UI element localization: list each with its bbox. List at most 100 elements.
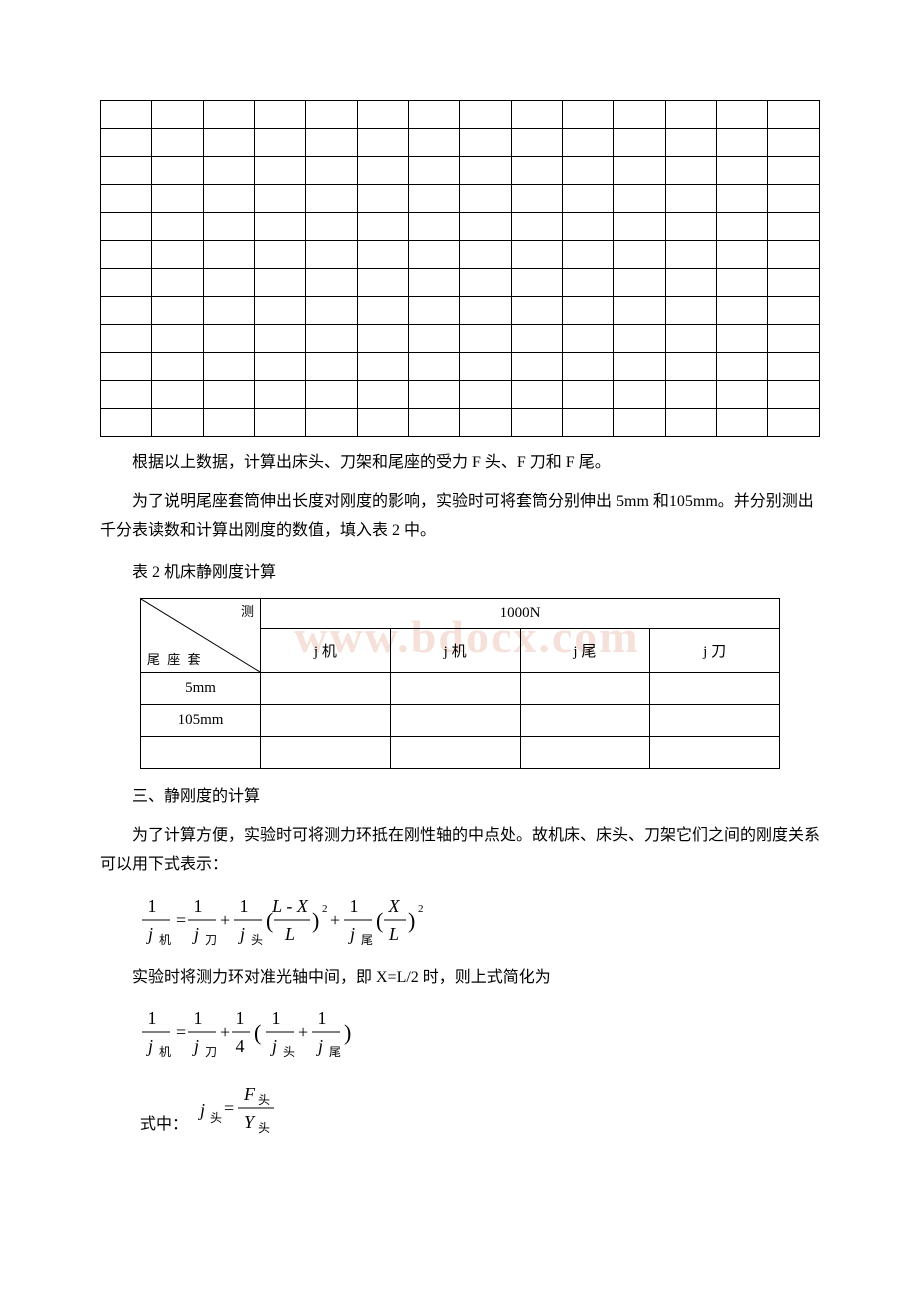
grid-cell xyxy=(665,325,716,353)
svg-text:): ) xyxy=(408,908,415,933)
grid-cell xyxy=(306,157,357,185)
svg-text:j: j xyxy=(198,1100,205,1120)
svg-text:4: 4 xyxy=(236,1036,245,1056)
grid-cell xyxy=(306,269,357,297)
svg-text:机: 机 xyxy=(159,933,171,947)
grid-cell xyxy=(768,409,820,437)
svg-text:1: 1 xyxy=(194,1008,203,1028)
grid-cell xyxy=(409,185,460,213)
table2-caption: 表 2 机床静刚度计算 xyxy=(100,559,820,588)
cell xyxy=(650,737,780,769)
row-label xyxy=(141,737,261,769)
cell xyxy=(261,705,391,737)
grid-cell xyxy=(255,353,306,381)
row-label: 5mm xyxy=(141,673,261,705)
grid-cell xyxy=(255,325,306,353)
grid-cell xyxy=(717,241,768,269)
grid-cell xyxy=(614,409,665,437)
diag-bot-label: 尾 座 套 xyxy=(147,649,203,668)
col-header: j 机 xyxy=(261,629,391,673)
svg-text:Y: Y xyxy=(244,1112,256,1132)
cell xyxy=(390,673,520,705)
svg-text:j: j xyxy=(348,924,355,944)
grid-cell xyxy=(152,353,203,381)
grid-cell xyxy=(460,185,511,213)
svg-text:=: = xyxy=(176,910,186,930)
grid-cell xyxy=(101,157,152,185)
stiffness-calc-table: 测 尾 座 套 1000N j 机 j 机 j 尾 j 刀 5mm 105mm xyxy=(140,598,780,769)
grid-cell xyxy=(614,129,665,157)
grid-cell xyxy=(357,129,408,157)
svg-text:2: 2 xyxy=(322,903,328,915)
cell xyxy=(520,673,650,705)
grid-cell xyxy=(152,157,203,185)
grid-cell xyxy=(357,157,408,185)
grid-cell xyxy=(665,381,716,409)
svg-text:X: X xyxy=(388,896,401,916)
grid-cell xyxy=(306,353,357,381)
cell xyxy=(261,673,391,705)
grid-cell xyxy=(460,381,511,409)
svg-text:头: 头 xyxy=(283,1045,295,1059)
grid-cell xyxy=(203,241,254,269)
paragraph-compute-forces: 根据以上数据，计算出床头、刀架和尾座的受力 F 头、F 刀和 F 尾。 xyxy=(100,449,820,478)
grid-cell xyxy=(614,381,665,409)
svg-text:=: = xyxy=(176,1022,186,1042)
svg-text:1: 1 xyxy=(194,896,203,916)
grid-cell xyxy=(511,381,562,409)
grid-cell xyxy=(511,101,562,129)
grid-cell xyxy=(203,409,254,437)
svg-text:2: 2 xyxy=(418,903,424,915)
grid-cell xyxy=(614,297,665,325)
diagonal-header-cell: 测 尾 座 套 xyxy=(141,599,261,673)
grid-cell xyxy=(768,157,820,185)
svg-text:j: j xyxy=(192,924,199,944)
grid-cell xyxy=(563,353,614,381)
grid-cell xyxy=(152,213,203,241)
grid-cell xyxy=(563,101,614,129)
grid-cell xyxy=(511,157,562,185)
grid-cell xyxy=(357,381,408,409)
grid-cell xyxy=(614,185,665,213)
grid-cell xyxy=(152,409,203,437)
grid-cell xyxy=(306,101,357,129)
svg-text:=: = xyxy=(224,1098,234,1118)
svg-text:头: 头 xyxy=(210,1111,222,1125)
grid-cell xyxy=(460,241,511,269)
grid-cell xyxy=(511,409,562,437)
grid-cell xyxy=(563,157,614,185)
grid-cell xyxy=(203,213,254,241)
grid-cell xyxy=(717,269,768,297)
grid-cell xyxy=(203,269,254,297)
grid-cell xyxy=(409,353,460,381)
grid-cell xyxy=(306,297,357,325)
grid-cell xyxy=(409,213,460,241)
grid-cell xyxy=(357,213,408,241)
cell xyxy=(650,673,780,705)
grid-cell xyxy=(255,409,306,437)
grid-cell xyxy=(101,129,152,157)
grid-cell xyxy=(511,241,562,269)
grid-cell xyxy=(101,325,152,353)
grid-cell xyxy=(768,101,820,129)
svg-text:+: + xyxy=(220,1022,230,1042)
svg-text:机: 机 xyxy=(159,1045,171,1059)
svg-text:尾: 尾 xyxy=(329,1045,341,1059)
grid-cell xyxy=(409,381,460,409)
header-1000n: 1000N xyxy=(261,599,780,629)
grid-cell xyxy=(203,129,254,157)
grid-cell xyxy=(152,185,203,213)
grid-cell xyxy=(768,325,820,353)
svg-text:1: 1 xyxy=(236,1008,245,1028)
svg-text:+: + xyxy=(220,910,230,930)
grid-cell xyxy=(768,269,820,297)
grid-cell xyxy=(357,297,408,325)
grid-cell xyxy=(614,269,665,297)
grid-cell xyxy=(460,325,511,353)
grid-cell xyxy=(409,101,460,129)
svg-text:刀: 刀 xyxy=(205,1045,217,1059)
grid-cell xyxy=(717,381,768,409)
svg-text:L: L xyxy=(388,924,399,944)
grid-cell xyxy=(409,157,460,185)
grid-cell xyxy=(511,269,562,297)
